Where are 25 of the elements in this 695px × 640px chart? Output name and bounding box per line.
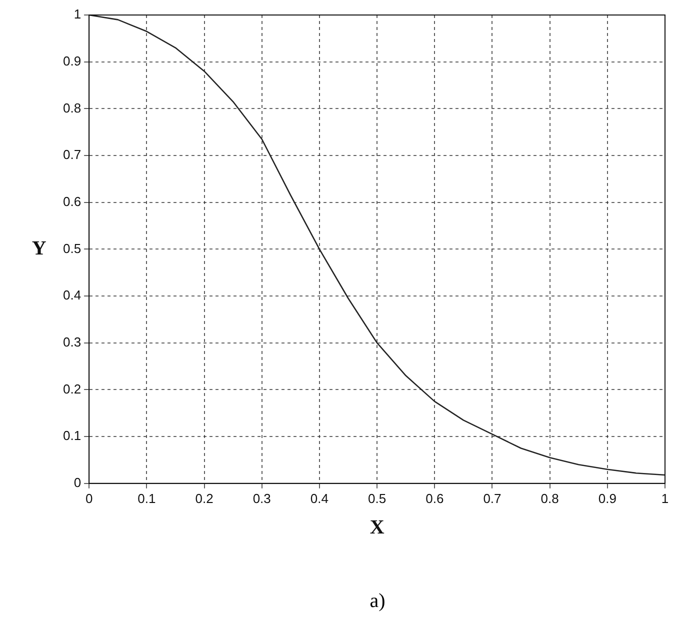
x-axis-title: X [370,516,385,539]
y-tick-label: 0.1 [62,428,82,444]
x-tick-label: 0.2 [195,490,214,506]
x-tick-label: 0.1 [138,490,156,506]
x-tick-label: 0.9 [598,490,616,506]
x-tick-label: 1 [661,490,669,506]
x-tick-label: 0.8 [540,490,559,506]
y-tick-label: 0.5 [62,240,82,256]
y-tick-label: 0.3 [62,334,82,350]
y-axis-title: Y [32,237,47,260]
y-tick-label: 1 [74,6,82,22]
x-tick-label: 0.6 [426,490,444,506]
y-tick-label: 0.6 [62,194,82,209]
y-tick-label: 0.9 [62,53,82,68]
y-tick-label: 0.8 [62,100,82,116]
x-tick-label: 0.7 [483,490,502,506]
x-tick-label: 0.3 [252,490,271,506]
y-tick-label: 0.4 [62,288,82,303]
y-tick-label: 0.2 [62,381,82,396]
text: a) [368,590,386,613]
x-tick-label: 0 [85,490,93,506]
y-tick-label: 0.7 [62,147,82,162]
x-tick-label: 0.4 [310,490,328,506]
x-tick-label: 0.5 [368,490,386,506]
y-tick-label: 0 [74,474,82,490]
